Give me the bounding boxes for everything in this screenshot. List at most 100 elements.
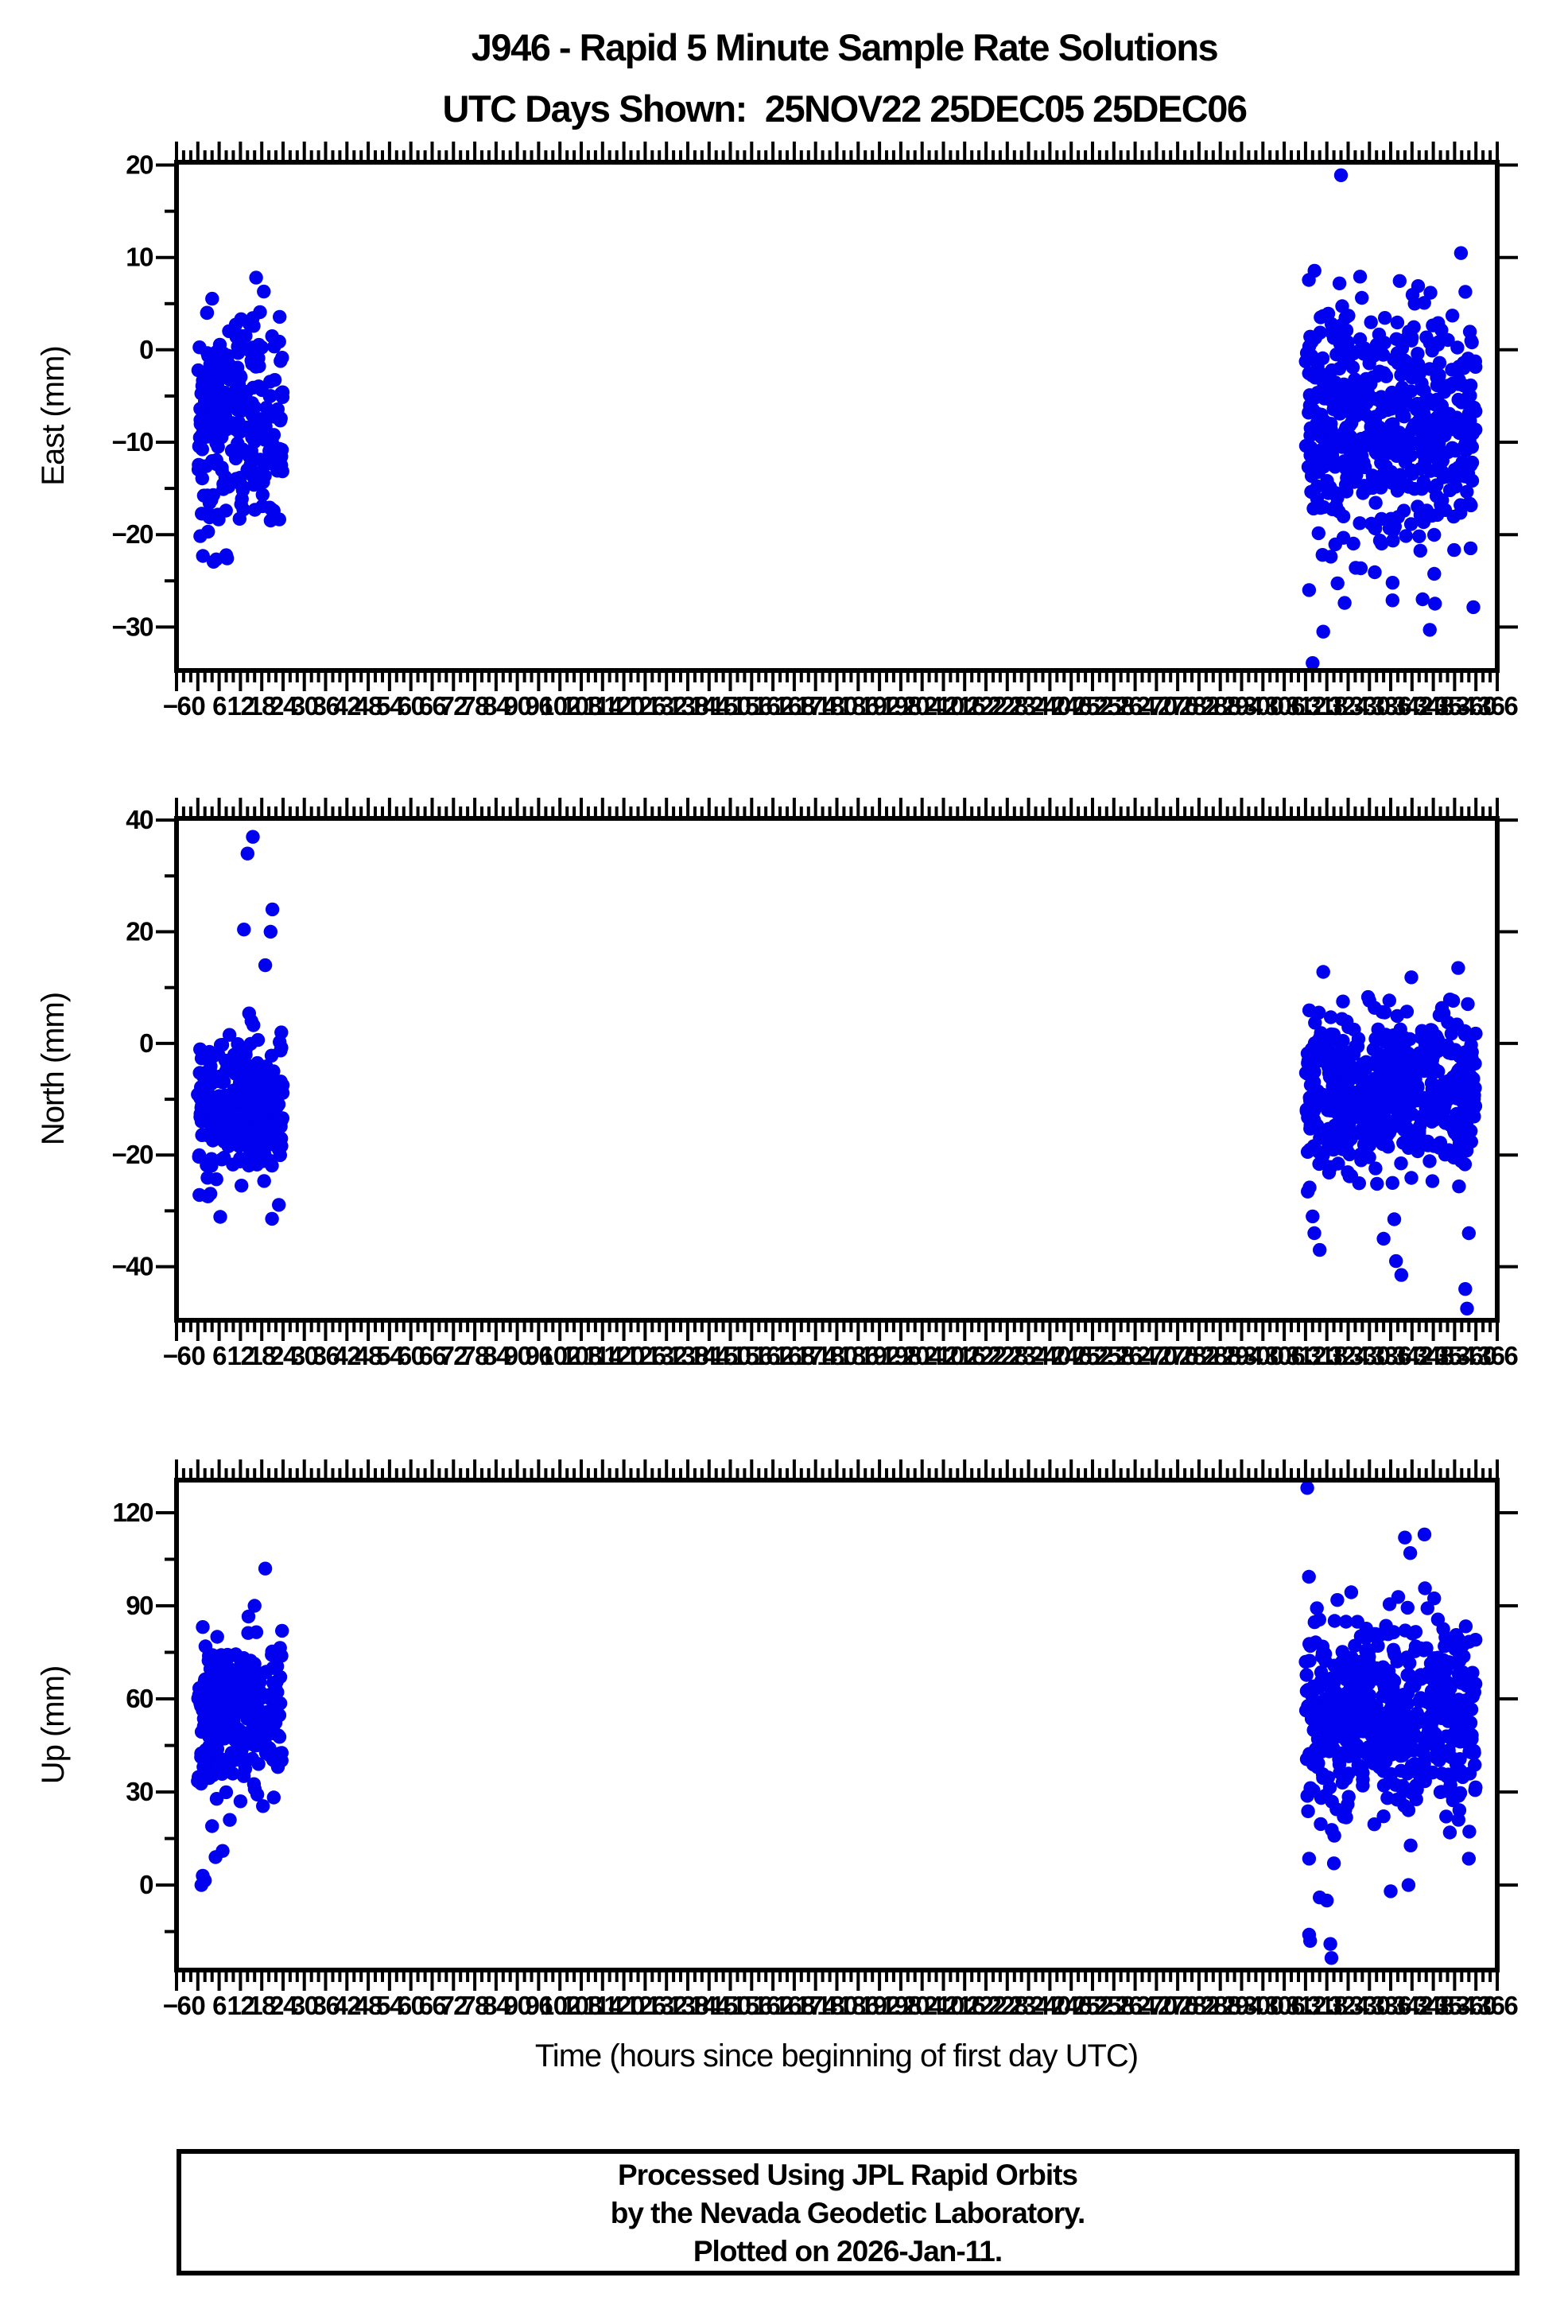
svg-text:66: 66 [419, 1341, 447, 1370]
svg-text:318: 318 [1306, 1991, 1348, 2020]
svg-text:132: 132 [646, 1341, 688, 1370]
svg-text:12: 12 [227, 691, 255, 721]
scatter-cluster-last-days [1298, 1569, 1483, 1852]
svg-text:84: 84 [483, 691, 511, 721]
svg-text:162: 162 [753, 1341, 794, 1370]
svg-text:288: 288 [1200, 691, 1241, 721]
svg-text:156: 156 [732, 691, 773, 721]
svg-text:54: 54 [376, 1341, 405, 1370]
svg-text:30: 30 [291, 1991, 318, 2020]
svg-text:36: 36 [312, 1991, 340, 2020]
svg-text:180: 180 [817, 1991, 857, 2020]
svg-text:222: 222 [966, 1991, 1007, 2020]
svg-text:336: 336 [1371, 1341, 1412, 1370]
svg-text:348: 348 [1413, 1341, 1454, 1370]
svg-text:216: 216 [945, 691, 986, 721]
x-ticks [175, 142, 1499, 691]
y-ticks [156, 163, 1518, 629]
svg-text:306: 306 [1264, 1341, 1306, 1370]
svg-text:6: 6 [212, 1991, 227, 2020]
svg-text:72: 72 [440, 1341, 468, 1370]
svg-text:108: 108 [561, 1991, 603, 2020]
svg-text:78: 78 [461, 1341, 489, 1370]
svg-text:24: 24 [270, 1341, 298, 1370]
panel-frame [174, 1478, 1500, 1972]
y-tick-labels: −30 −20 −10 0 10 20 [112, 150, 154, 642]
svg-text:354: 354 [1434, 1341, 1477, 1370]
svg-text:330: 330 [1349, 691, 1390, 721]
svg-text:−10: −10 [112, 427, 153, 457]
svg-text:306: 306 [1264, 1991, 1306, 2020]
svg-text:20: 20 [126, 917, 153, 946]
svg-text:60: 60 [398, 1991, 425, 2020]
svg-text:228: 228 [988, 1341, 1029, 1370]
svg-text:252: 252 [1073, 1341, 1114, 1370]
svg-text:300: 300 [1243, 1991, 1283, 2020]
svg-text:144: 144 [689, 1341, 732, 1370]
svg-text:306: 306 [1264, 691, 1306, 721]
svg-text:90: 90 [504, 1341, 531, 1370]
svg-text:318: 318 [1306, 1341, 1348, 1370]
svg-text:72: 72 [440, 691, 468, 721]
svg-text:66: 66 [419, 691, 447, 721]
svg-text:360: 360 [1456, 1341, 1496, 1370]
svg-text:228: 228 [988, 691, 1029, 721]
svg-text:360: 360 [1456, 691, 1496, 721]
svg-text:192: 192 [860, 1991, 901, 2020]
svg-text:60: 60 [398, 691, 425, 721]
svg-text:228: 228 [988, 1991, 1029, 2020]
svg-text:336: 336 [1371, 691, 1412, 721]
svg-text:294: 294 [1221, 1991, 1263, 2020]
svg-text:192: 192 [860, 691, 901, 721]
scatter-outliers [1302, 168, 1437, 670]
svg-text:294: 294 [1221, 1341, 1263, 1370]
svg-text:108: 108 [561, 1341, 603, 1370]
svg-text:288: 288 [1200, 1341, 1241, 1370]
svg-text:276: 276 [1158, 1341, 1199, 1370]
svg-text:210: 210 [923, 691, 964, 721]
svg-text:84: 84 [483, 1341, 511, 1370]
y-axis-title-up: Up (mm) [36, 1666, 71, 1785]
svg-text:126: 126 [625, 691, 666, 721]
svg-text:258: 258 [1094, 1341, 1135, 1370]
svg-text:0: 0 [139, 1870, 153, 1899]
svg-text:300: 300 [1243, 691, 1283, 721]
svg-text:138: 138 [668, 1341, 709, 1370]
svg-text:270: 270 [1136, 1991, 1177, 2020]
svg-text:66: 66 [419, 1991, 447, 2020]
svg-text:366: 366 [1477, 691, 1519, 721]
svg-text:324: 324 [1328, 1341, 1370, 1370]
svg-text:246: 246 [1051, 1341, 1093, 1370]
svg-text:12: 12 [227, 1341, 255, 1370]
svg-text:60: 60 [398, 1341, 425, 1370]
svg-text:204: 204 [902, 1991, 944, 2020]
svg-text:186: 186 [838, 1991, 879, 2020]
svg-text:144: 144 [689, 1991, 732, 2020]
svg-text:360: 360 [1456, 1991, 1496, 2020]
svg-text:18: 18 [248, 691, 276, 721]
svg-text:264: 264 [1115, 691, 1157, 721]
svg-text:168: 168 [774, 1991, 816, 2020]
svg-text:168: 168 [774, 1341, 816, 1370]
svg-text:330: 330 [1349, 1991, 1390, 2020]
svg-text:324: 324 [1328, 691, 1370, 721]
panel-frame [174, 160, 1500, 673]
svg-text:342: 342 [1392, 1991, 1434, 2020]
svg-text:240: 240 [1030, 1341, 1070, 1370]
svg-text:216: 216 [945, 1341, 986, 1370]
svg-text:0: 0 [139, 1028, 153, 1058]
svg-text:114: 114 [583, 691, 623, 721]
svg-text:30: 30 [126, 1777, 153, 1806]
svg-text:342: 342 [1392, 691, 1434, 721]
svg-text:6: 6 [212, 1341, 227, 1370]
x-tick-labels: −6 0 6 121824303642485460667278849096102108… [163, 1341, 1519, 1370]
scatter-cluster-first-day [191, 1006, 290, 1226]
y-ticks [156, 1511, 1518, 1933]
footer-box-border [177, 2149, 1519, 2275]
svg-text:−40: −40 [112, 1252, 153, 1281]
svg-text:20: 20 [126, 150, 153, 180]
svg-text:312: 312 [1286, 1991, 1327, 2020]
scatter-cluster-first-day [191, 270, 290, 569]
svg-text:96: 96 [526, 1341, 553, 1370]
